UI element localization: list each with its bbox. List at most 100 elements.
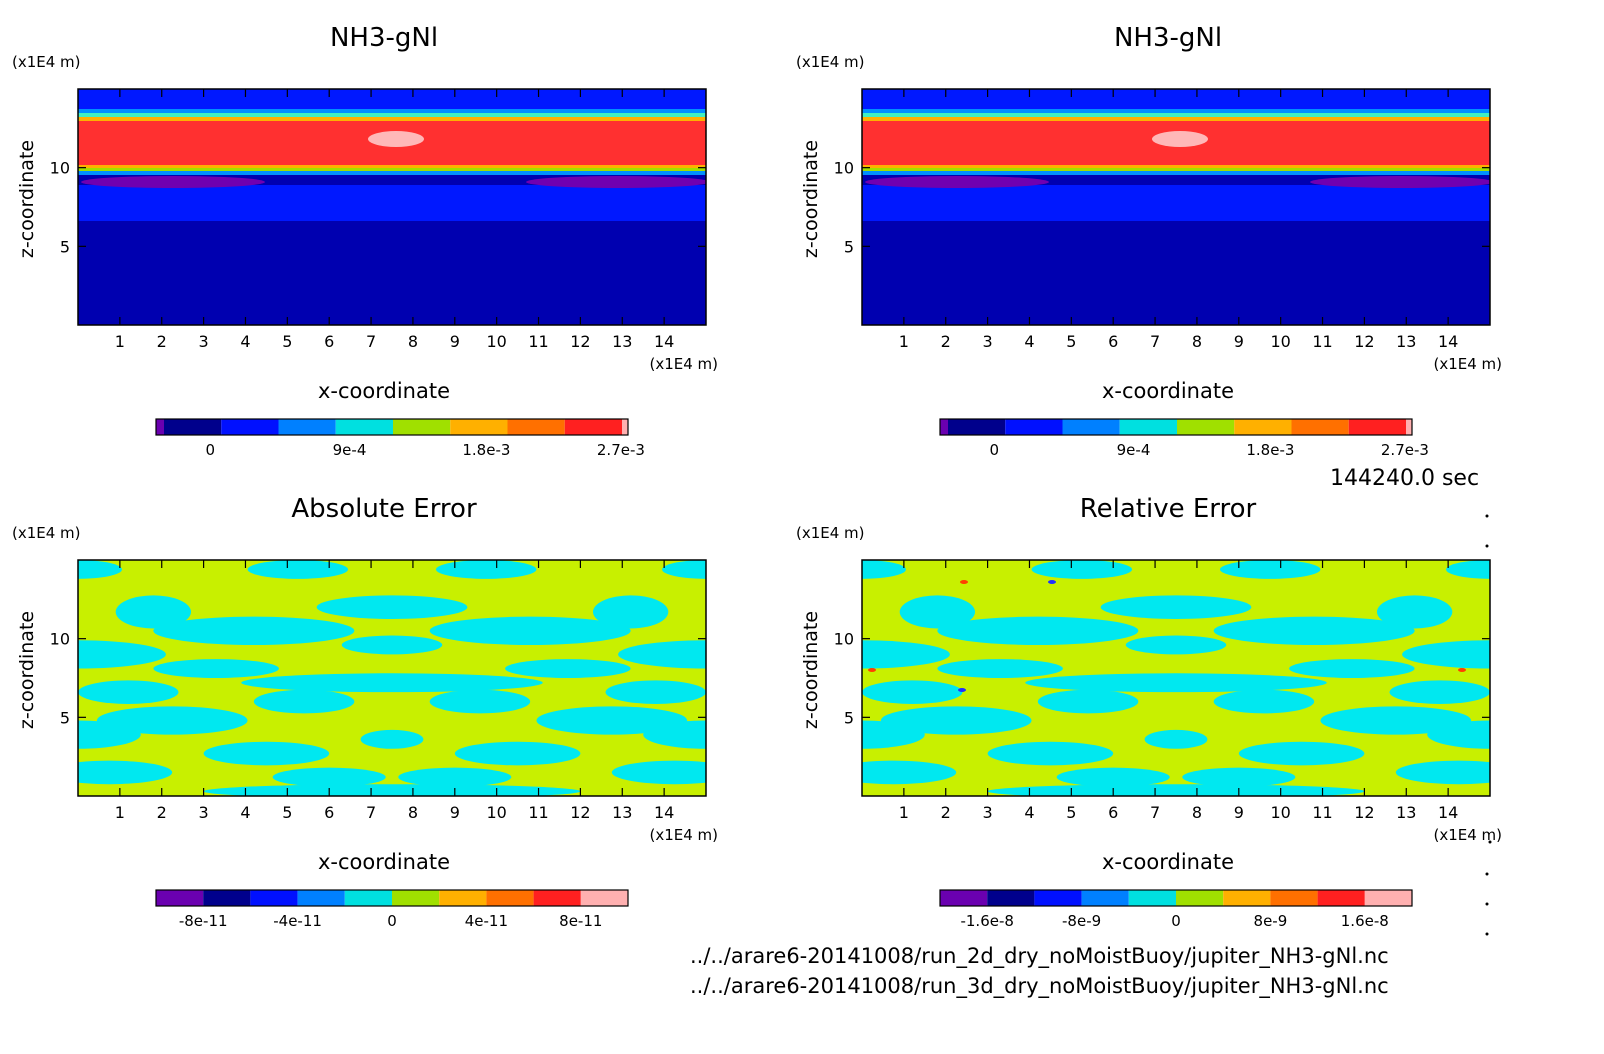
colorbar: 0 9e-4 1.8e-3 2.7e-3 [155, 418, 645, 459]
error-contour [341, 635, 443, 655]
y-axis-unit: (x1E4 m) [12, 53, 81, 71]
colorbar-swatch [1348, 419, 1406, 435]
error-contour [1389, 680, 1490, 704]
error-contour [435, 560, 537, 579]
margin-dot [1485, 932, 1489, 936]
contour-layer [78, 117, 706, 121]
x-tick-label: 11 [1312, 803, 1332, 822]
contour-layer [862, 113, 1490, 117]
field-peak [368, 131, 424, 147]
x-tick-label: 5 [282, 803, 292, 822]
colorbar-frame [155, 418, 629, 436]
x-tick-label: 11 [528, 803, 548, 822]
x-tick-label: 13 [1396, 332, 1416, 351]
error-contour [454, 741, 581, 766]
colorbar: -8e-11 -4e-11 0 4e-11 8e-11 [155, 889, 629, 930]
colorbar-label: 1.6e-8 [1341, 912, 1389, 930]
error-contour [96, 706, 248, 735]
margin-dot [1485, 902, 1489, 906]
colorbar-swatch [486, 890, 534, 906]
colorbar-swatch [948, 419, 1006, 435]
colorbar-swatch [392, 890, 440, 906]
x-tick-label: 12 [570, 332, 590, 351]
colorbar-frame [939, 889, 1413, 907]
contour-layer [78, 171, 706, 175]
colorbar-swatch [507, 419, 565, 435]
x-tick-label: 7 [366, 803, 376, 822]
chart-title: NH3-gNl [1114, 23, 1222, 53]
colorbar-swatch [564, 419, 622, 435]
x-tick-label: 7 [1150, 332, 1160, 351]
chart-title: NH3-gNl [330, 23, 438, 53]
x-tick-label: 8 [1192, 332, 1202, 351]
x-tick-label: 13 [612, 803, 632, 822]
colorbar-frame [939, 418, 1413, 436]
colorbar-label: 4e-11 [465, 912, 508, 930]
error-contour [241, 673, 543, 693]
error-contour [1025, 673, 1327, 693]
error-contour [937, 616, 1139, 645]
error-contour [153, 659, 279, 678]
error-contour [1402, 640, 1490, 669]
margin-dot [1485, 544, 1489, 548]
x-tick-label: 9 [450, 803, 460, 822]
plot-area [78, 89, 706, 325]
colorbar-swatch [297, 890, 345, 906]
colorbar-swatch [1062, 419, 1120, 435]
x-axis-label: x-coordinate [1102, 379, 1234, 403]
colorbar-swatch [1005, 419, 1063, 435]
error-contour [203, 741, 330, 766]
x-tick-label: 6 [1108, 803, 1118, 822]
colorbar-swatch [1034, 890, 1082, 906]
y-tick-label: 10 [50, 630, 70, 649]
error-spike [960, 580, 968, 584]
error-contour [611, 760, 706, 785]
error-contour [536, 706, 688, 735]
x-axis-label: x-coordinate [318, 379, 450, 403]
error-contour [1037, 689, 1139, 714]
error-contour [862, 760, 957, 785]
contour-layer [78, 168, 706, 171]
colorbar-label: -8e-11 [179, 912, 228, 930]
margin-dot [1485, 872, 1489, 876]
x-tick-label: 7 [366, 332, 376, 351]
colorbar-label: 0 [206, 441, 216, 459]
x-tick-label: 10 [1270, 332, 1290, 351]
error-spike [1458, 668, 1466, 672]
x-axis-label: x-coordinate [1102, 850, 1234, 874]
colorbar-label: 9e-4 [333, 441, 367, 459]
colorbar-label: 1.8e-3 [462, 441, 510, 459]
colorbar-swatch [1176, 890, 1224, 906]
colorbar-swatch [1364, 890, 1412, 906]
x-tick-label: 6 [324, 332, 334, 351]
error-contour [880, 706, 1032, 735]
x-tick-label: 8 [1192, 803, 1202, 822]
colorbar-swatch [1291, 419, 1349, 435]
contour-layer [78, 109, 706, 113]
x-axis-unit: (x1E4 m) [1433, 826, 1502, 844]
contour-layer [78, 113, 706, 117]
colorbar-label: 0 [387, 912, 397, 930]
x-tick-label: 12 [1354, 803, 1374, 822]
x-tick-label: 6 [324, 803, 334, 822]
error-contour [1144, 699, 1208, 723]
error-contour [1238, 741, 1365, 766]
x-tick-label: 2 [157, 803, 167, 822]
x-axis-unit: (x1E4 m) [1433, 355, 1502, 373]
error-contour [1213, 689, 1315, 714]
colorbar-label: 1.8e-3 [1246, 441, 1294, 459]
colorbar-swatch [1234, 419, 1292, 435]
error-contour [360, 699, 424, 723]
error-contour [203, 784, 581, 796]
y-tick-label: 5 [844, 708, 854, 727]
field-band-top [862, 89, 1490, 109]
x-tick-label: 4 [1024, 803, 1034, 822]
error-contour [605, 680, 706, 704]
error-contour [78, 560, 122, 579]
colorbar-swatch [940, 419, 948, 435]
plot-area [862, 89, 1490, 325]
x-tick-label: 9 [1234, 803, 1244, 822]
error-contour [592, 595, 669, 629]
error-contour [987, 741, 1114, 766]
colorbar-swatch [1177, 419, 1235, 435]
